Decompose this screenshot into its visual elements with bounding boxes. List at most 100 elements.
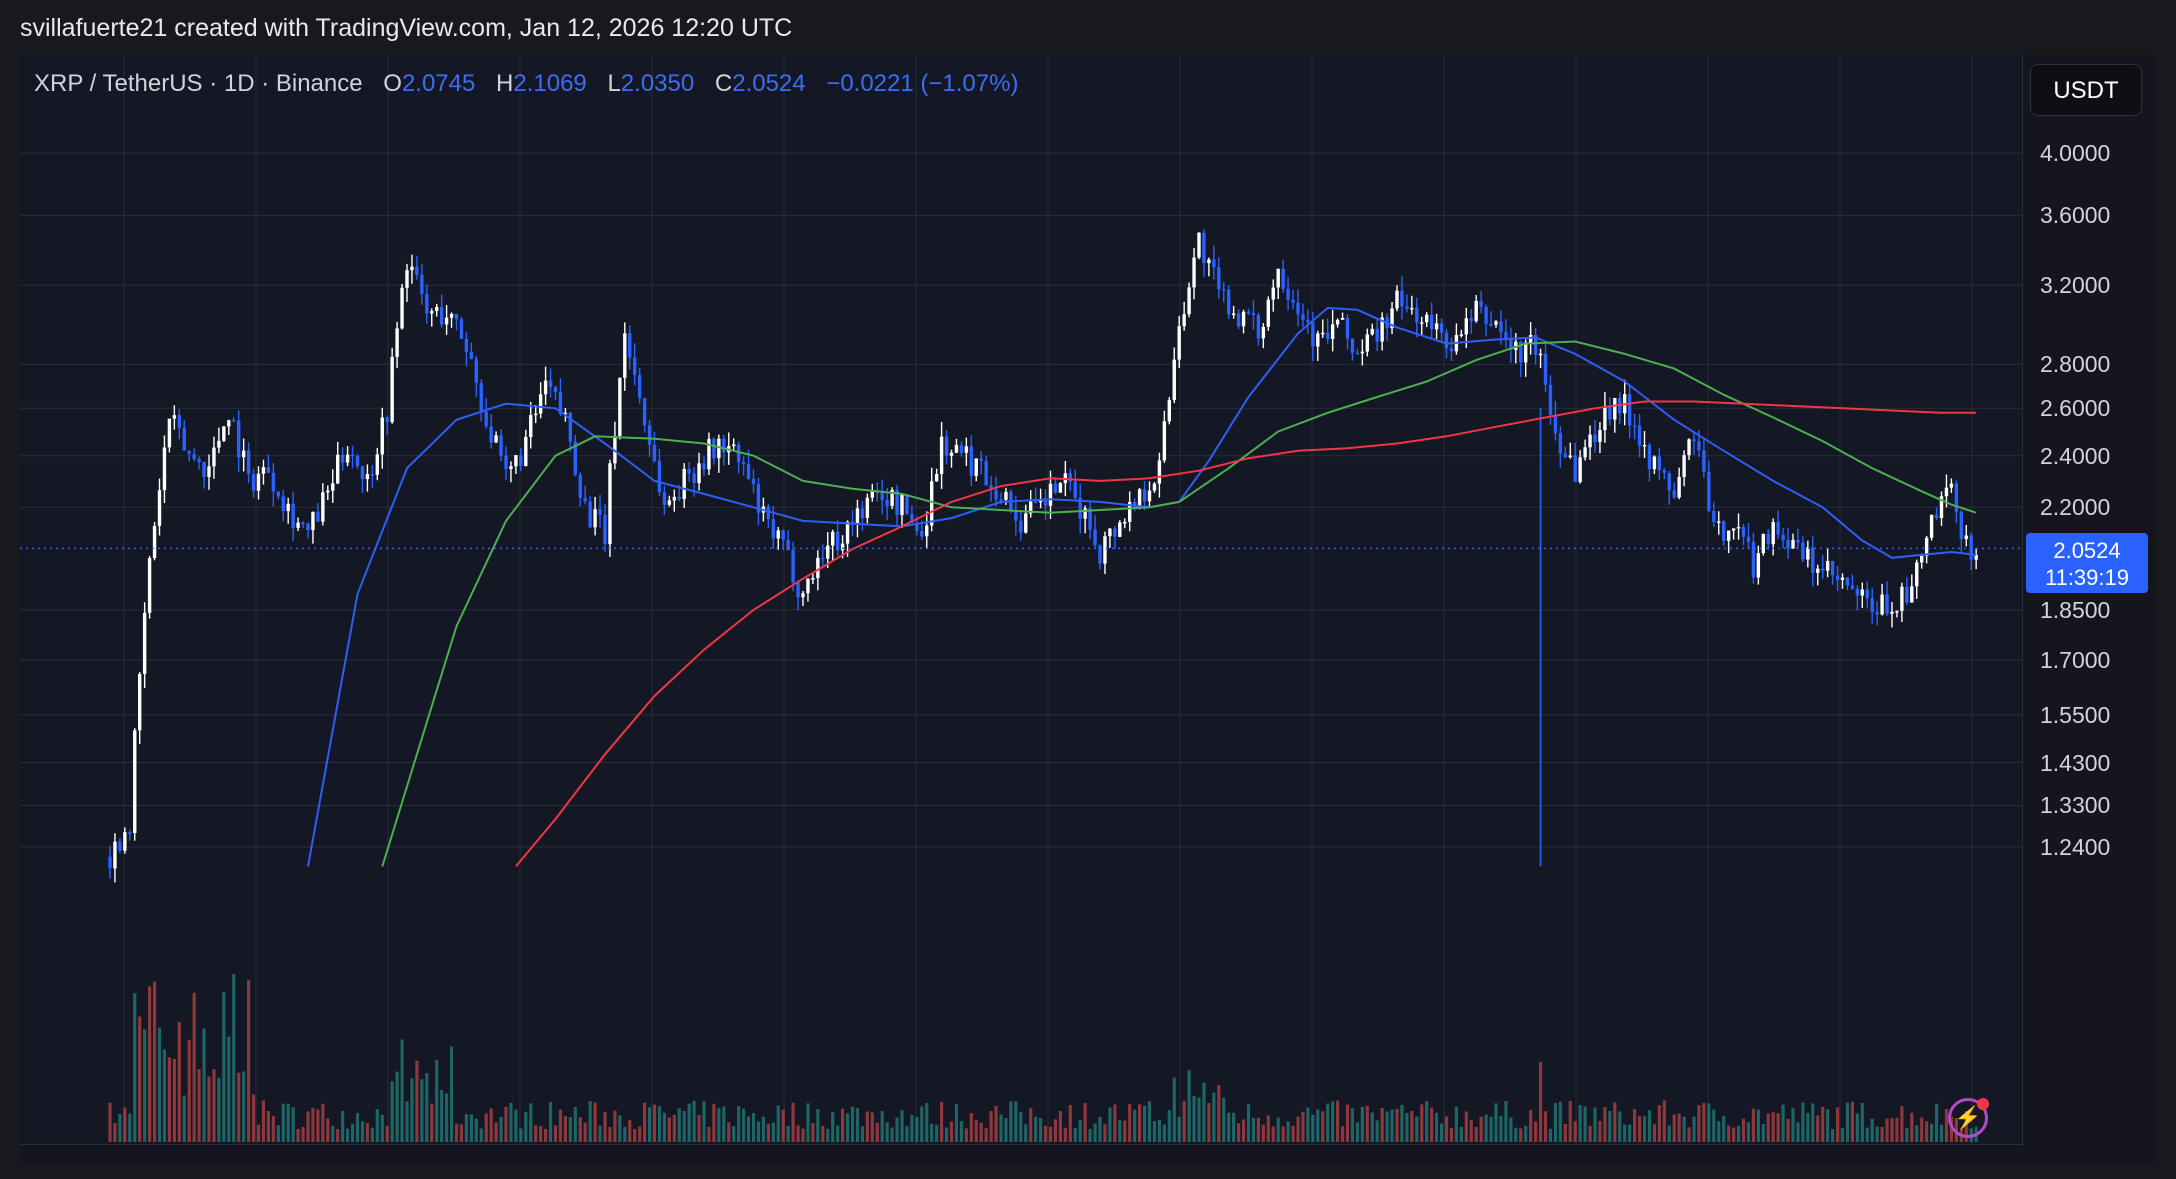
candle-body — [1474, 300, 1478, 322]
candle-body — [316, 511, 320, 522]
candle-body — [588, 501, 592, 528]
price-tick-label: 1.8500 — [2040, 596, 2111, 623]
price-tick-label: 3.6000 — [2040, 202, 2111, 229]
volume-bar — [1340, 1126, 1345, 1142]
candle-body — [667, 500, 672, 505]
candle-body — [855, 508, 860, 525]
candle-body — [227, 420, 231, 427]
volume-bar — [1548, 1128, 1553, 1142]
lightning-bolt-icon[interactable]: ⚡ — [1948, 1098, 1988, 1138]
candle-body — [192, 453, 196, 460]
candle-body — [811, 578, 815, 580]
candle-body — [251, 473, 256, 491]
volume-bar — [138, 1016, 142, 1142]
volume-bar — [677, 1108, 681, 1142]
volume-bar — [1672, 1114, 1676, 1142]
volume-bar — [1058, 1110, 1062, 1142]
candle-body — [212, 447, 216, 467]
volume-bar — [370, 1127, 374, 1142]
candle-body — [1672, 490, 1676, 498]
candle-body — [1088, 508, 1092, 530]
candle-body — [979, 458, 983, 461]
volume-bar — [459, 1124, 464, 1142]
candle-body — [177, 415, 181, 428]
candle-body — [801, 593, 805, 598]
volume-bar — [1355, 1122, 1359, 1142]
volume-bar — [692, 1100, 696, 1142]
candle-body — [435, 306, 439, 312]
candle-body — [578, 474, 582, 498]
candle-body — [880, 492, 884, 501]
volume-bar — [1588, 1125, 1592, 1142]
candle-body — [464, 338, 469, 352]
volume-bar — [1430, 1107, 1434, 1142]
candle-body — [1781, 534, 1785, 541]
candle-body — [1865, 589, 1869, 599]
candle-body — [637, 375, 642, 399]
candle-body — [613, 436, 617, 464]
candle-body — [1875, 612, 1879, 615]
volume-bar — [1870, 1118, 1874, 1142]
volume-bar — [380, 1114, 384, 1142]
volume-bar — [1360, 1106, 1364, 1142]
candle-body — [821, 557, 825, 560]
candle-body — [1761, 533, 1765, 554]
candle-body — [1860, 589, 1864, 596]
volume-bar — [1712, 1109, 1716, 1142]
volume-bar — [573, 1106, 577, 1142]
price-tick-label: 1.2400 — [2040, 834, 2111, 860]
candle-body — [182, 427, 186, 451]
volume-bar — [989, 1111, 993, 1142]
volume-bar — [746, 1116, 751, 1142]
candle-body — [1949, 483, 1954, 488]
candle-body — [583, 497, 587, 502]
plot-area[interactable]: XRP / TetherUS · 1D · Binance O2.0745 H2… — [20, 54, 2023, 1145]
candle-body — [1598, 430, 1602, 442]
volume-bar — [1489, 1116, 1493, 1142]
candle-body — [365, 474, 370, 480]
chart-credit: svillafuerte21 created with TradingView.… — [20, 14, 793, 42]
volume-bar — [618, 1115, 622, 1142]
volume-bar — [1910, 1112, 1914, 1142]
volume-bar — [1880, 1126, 1884, 1142]
last-price-badge: 2.0524 11:39:19 — [2026, 533, 2148, 594]
volume-bar — [1088, 1128, 1092, 1142]
volume-bar — [1553, 1102, 1557, 1142]
candle-body — [152, 525, 157, 559]
volume-bar — [1608, 1111, 1612, 1142]
volume-bar — [1642, 1116, 1647, 1142]
candle-body — [1390, 308, 1394, 329]
candle-body — [172, 415, 177, 419]
price-tick-label: 2.2000 — [2040, 494, 2111, 521]
candle-body — [1524, 342, 1528, 363]
volume-bar — [143, 1029, 147, 1142]
volume-bar — [1504, 1100, 1508, 1142]
candle-body — [712, 438, 716, 459]
candle-body — [1939, 496, 1944, 518]
volume-bar — [1811, 1103, 1815, 1142]
price-chart[interactable] — [20, 54, 2022, 1144]
volume-bar — [400, 1039, 404, 1142]
candle-body — [1568, 455, 1572, 458]
candle-body — [1395, 290, 1399, 309]
candle-body — [133, 730, 137, 834]
volume-bar — [1761, 1124, 1765, 1142]
volume-bar — [1157, 1119, 1161, 1142]
candle-body — [1830, 561, 1835, 576]
volume-bar — [415, 1060, 419, 1142]
volume-bar — [633, 1129, 637, 1142]
volume-bar — [1162, 1124, 1166, 1142]
currency-unit-button[interactable]: USDT — [2030, 64, 2142, 116]
symbol-name[interactable]: XRP / TetherUS · 1D · Binance — [34, 70, 363, 97]
volume-bar — [1583, 1106, 1587, 1142]
volume-bar — [261, 1100, 266, 1142]
volume-bar — [1826, 1109, 1830, 1142]
candle-body — [1113, 528, 1117, 537]
candle-body — [662, 492, 667, 505]
candle-body — [1662, 470, 1666, 473]
candle-body — [380, 417, 384, 455]
volume-bar — [152, 981, 157, 1142]
volume-bar — [1895, 1117, 1899, 1142]
candle-body — [1212, 259, 1216, 268]
volume-bar — [1029, 1108, 1033, 1142]
